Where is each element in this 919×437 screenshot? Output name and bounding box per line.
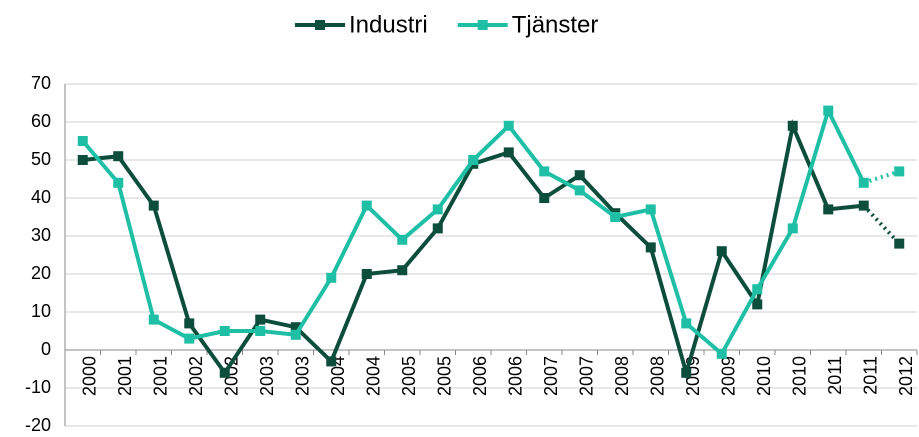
y-tick-label: 40 — [31, 187, 51, 207]
x-tick-label: 2006 — [470, 356, 490, 396]
x-tick-label: 2000 — [80, 356, 100, 396]
marker — [219, 367, 230, 378]
marker — [361, 200, 372, 211]
marker — [858, 200, 869, 211]
series-line-dotted — [862, 204, 901, 245]
marker — [397, 265, 408, 276]
x-tick-label: 2001 — [151, 356, 171, 396]
marker — [432, 223, 443, 234]
marker — [645, 204, 656, 215]
y-tick-label: 10 — [31, 301, 51, 321]
x-tick-label: 2002 — [222, 356, 242, 396]
marker — [113, 177, 124, 188]
x-tick-label: 2007 — [577, 356, 597, 396]
y-tick-label: 0 — [41, 339, 51, 359]
x-tick-label: 2003 — [257, 356, 277, 396]
marker — [397, 234, 408, 245]
marker — [148, 314, 159, 325]
marker — [184, 318, 195, 329]
legend-marker — [315, 20, 325, 30]
x-tick-label: 2005 — [435, 356, 455, 396]
marker — [787, 120, 798, 131]
x-tick-label: 2008 — [612, 356, 632, 396]
marker — [752, 299, 763, 310]
marker — [858, 177, 869, 188]
marker — [574, 170, 585, 181]
marker — [184, 333, 195, 344]
y-tick-label: 20 — [31, 263, 51, 283]
marker — [255, 314, 266, 325]
marker — [681, 318, 692, 329]
marker — [290, 329, 301, 340]
marker — [752, 284, 763, 295]
x-tick-label: 2011 — [861, 356, 881, 395]
y-tick-label: -20 — [25, 415, 51, 435]
x-tick-label: 2007 — [541, 356, 561, 396]
x-tick-label: 2002 — [186, 356, 206, 396]
marker — [787, 223, 798, 234]
legend-label: Industri — [349, 11, 428, 38]
legend-label: Tjänster — [512, 11, 599, 38]
y-tick-label: 60 — [31, 111, 51, 131]
marker — [290, 322, 301, 333]
marker — [574, 185, 585, 196]
series-line-dotted — [863, 169, 900, 185]
marker — [539, 193, 550, 203]
marker — [894, 166, 905, 177]
marker — [326, 272, 337, 283]
x-tick-label: 2012 — [896, 356, 916, 396]
x-tick-label: 2006 — [506, 356, 526, 396]
marker — [716, 348, 727, 359]
marker — [503, 120, 514, 131]
x-tick-label: 2004 — [364, 356, 384, 396]
y-tick-label: 30 — [31, 225, 51, 245]
marker — [823, 204, 834, 215]
marker — [432, 204, 443, 215]
x-tick-label: 2003 — [293, 356, 313, 396]
series-line — [81, 105, 866, 357]
marker — [681, 367, 692, 378]
marker — [468, 155, 479, 165]
marker — [894, 238, 905, 249]
marker — [148, 200, 159, 211]
marker — [77, 155, 88, 165]
marker — [219, 326, 230, 336]
x-tick-label: 2008 — [648, 356, 668, 396]
x-tick-label: 2010 — [754, 356, 774, 396]
marker — [503, 147, 514, 158]
x-tick-label: 2005 — [399, 356, 419, 396]
marker — [645, 242, 656, 253]
marker — [255, 326, 266, 336]
x-tick-label: 2001 — [115, 356, 135, 396]
marker — [77, 136, 88, 146]
y-tick-label: 70 — [31, 73, 51, 93]
marker — [361, 269, 372, 279]
legend-marker — [477, 20, 488, 30]
x-tick-label: 2009 — [719, 356, 739, 396]
y-tick-label: 50 — [31, 149, 51, 169]
marker — [326, 356, 337, 367]
marker — [539, 166, 550, 177]
marker — [113, 151, 124, 162]
x-tick-label: 2010 — [790, 356, 810, 396]
marker — [823, 105, 834, 116]
x-tick-label: 2011 — [825, 356, 845, 395]
marker — [610, 212, 621, 222]
y-tick-label: -10 — [25, 377, 51, 397]
marker — [716, 246, 727, 257]
